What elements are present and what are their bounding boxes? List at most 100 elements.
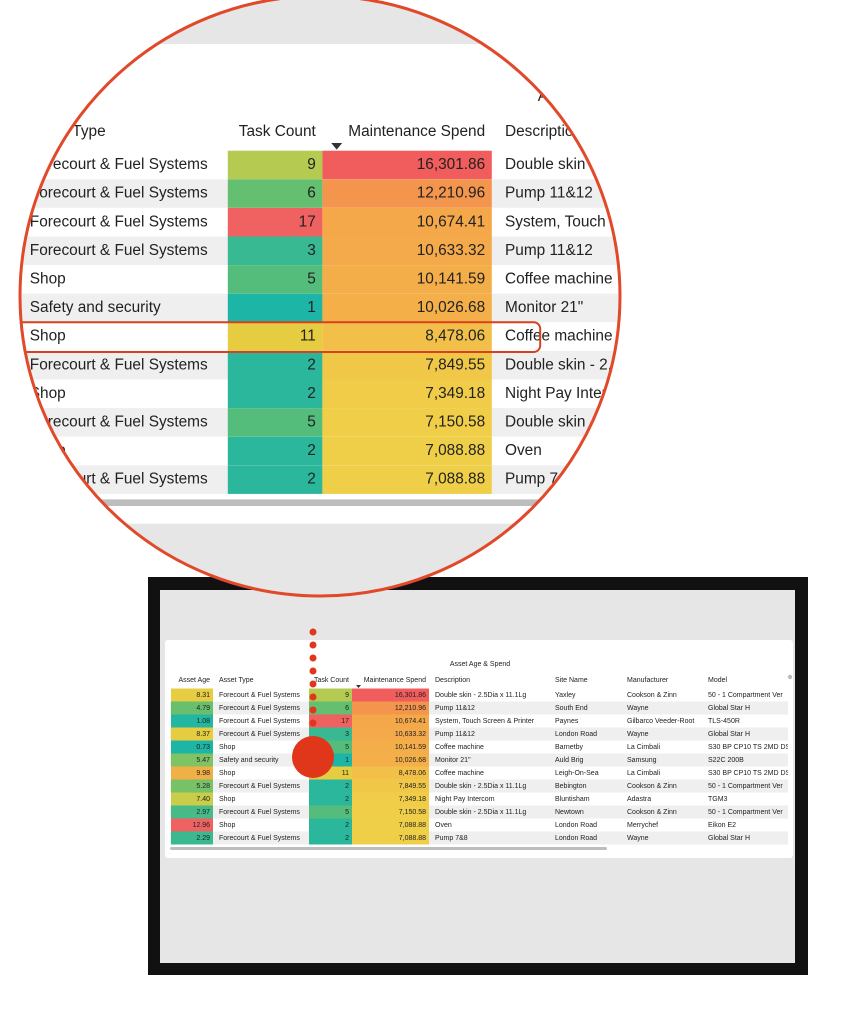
cell: Monitor 21": [435, 757, 471, 764]
cell: Double skin - 2.5Dia x 11.1Lg: [505, 356, 706, 373]
cell: 10,141.59: [417, 270, 485, 287]
cell: 12,210.96: [395, 705, 426, 712]
cell-color: [352, 831, 429, 845]
cell: Gilbarco Veeder-Root: [627, 718, 694, 725]
cell: Cookson & Zinn: [627, 692, 677, 699]
cell-color: [0, 265, 17, 294]
cell: 10,633.32: [395, 731, 426, 738]
cell-color: [309, 805, 352, 819]
cell: Paynes: [769, 213, 821, 230]
cell-color: [322, 465, 492, 494]
cell-color: [0, 351, 17, 380]
column-header: Manufacturer: [627, 677, 669, 684]
cell-color: [171, 740, 213, 754]
cell-color: [322, 293, 492, 323]
cell: Barnetby: [769, 270, 831, 287]
column-header: Asset Age: [178, 677, 210, 684]
cell: Leigh-On-Sea: [769, 328, 854, 345]
cell: Monitor 21": [505, 299, 583, 316]
cell: Shop: [219, 770, 235, 777]
cell-color: [227, 379, 323, 409]
cell: London Road: [555, 731, 597, 738]
cell-color: [227, 408, 323, 437]
cell-color: [227, 236, 323, 266]
cell: Eikon E2: [708, 822, 736, 829]
cell: 9: [345, 692, 349, 699]
cell: Double skin - 2.5Dia x 11.1Lg: [435, 809, 526, 816]
cell: 10,141.59: [395, 744, 426, 751]
cell: Merrychef: [627, 822, 658, 829]
cell: 2.29: [0, 471, 10, 488]
cell: London Road: [769, 442, 854, 459]
cell: London Road: [555, 822, 597, 829]
cell-color: [227, 350, 323, 380]
column-header: Site Name: [769, 123, 841, 140]
cell: 0.73: [196, 744, 210, 751]
cell: 7,150.58: [399, 809, 426, 816]
callout-dots: [292, 628, 334, 778]
table-title: Asset Age & Spend: [538, 88, 671, 105]
cell: 8,478.06: [399, 770, 426, 777]
cell: System, Touch Screen & Printer: [435, 718, 535, 725]
cell: Pump 11&12: [435, 705, 475, 712]
cell: 17: [299, 213, 316, 230]
cell: 5: [307, 270, 316, 287]
cell: 7,088.88: [425, 442, 485, 459]
cell: Pump 11&12: [505, 185, 593, 202]
cell: 5.47: [0, 299, 10, 316]
cell: Global Star H: [708, 731, 750, 738]
scroll-indicator: [787, 674, 793, 680]
cell-color: [352, 688, 429, 702]
cell: Paynes: [555, 718, 579, 725]
cell: 7.40: [0, 385, 10, 402]
cell: 1.08: [0, 213, 10, 230]
cell: 2: [345, 822, 349, 829]
cell: 5: [345, 744, 349, 751]
cell: London Road: [769, 242, 854, 259]
cell-color: [0, 437, 17, 466]
cell: 1: [307, 299, 316, 316]
cell-color: [309, 818, 352, 832]
column-header: Description: [505, 123, 582, 140]
column-header: Asset Type: [219, 677, 254, 684]
cell: Forecourt & Fuel Systems: [219, 705, 300, 712]
cell-color: [352, 766, 429, 780]
cell-color: [0, 322, 17, 351]
cell: La Cimbali: [627, 744, 661, 751]
cell-color: [322, 236, 492, 266]
cell: 2.97: [196, 809, 210, 816]
cell: 10,674.41: [395, 718, 426, 725]
cell-color: [171, 766, 213, 780]
cell: 2: [345, 796, 349, 803]
cell: Yaxley: [555, 692, 576, 699]
cell: Safety and security: [219, 757, 279, 764]
cell: 9.98: [196, 770, 210, 777]
cell: 7,150.58: [425, 413, 485, 430]
cell: 16,301.86: [395, 692, 426, 699]
cell: Bebington: [769, 356, 838, 373]
cell-color: [0, 151, 17, 180]
cell: 7,849.55: [425, 356, 485, 373]
cell: London Road: [555, 835, 597, 842]
cell: 7,349.18: [425, 385, 485, 402]
cell: Forecourt & Fuel Systems: [219, 809, 300, 816]
cell: 16,301.86: [417, 156, 485, 173]
row-background: [170, 818, 788, 832]
cell-color: [171, 779, 213, 793]
cell: Forecourt & Fuel Systems: [30, 356, 208, 373]
cell: 2: [307, 471, 316, 488]
cell: Leigh-On-Sea: [555, 770, 599, 777]
cell: Coffee machine: [435, 770, 484, 777]
cell: Shop: [30, 270, 66, 287]
cell: Double skin - 2.5Dia x 11.1Lg: [505, 156, 706, 173]
cell-color: [309, 688, 352, 702]
cell-color: [322, 150, 492, 180]
cell: Double skin - 2.5Dia x 11.1Lg: [435, 783, 526, 790]
cell: Forecourt & Fuel Systems: [219, 692, 300, 699]
column-header: Description: [435, 677, 470, 684]
cell: TGM3: [708, 796, 728, 803]
cell: Wayne: [627, 731, 649, 738]
cell: 5: [307, 413, 316, 430]
cell: Yaxley: [769, 156, 814, 173]
